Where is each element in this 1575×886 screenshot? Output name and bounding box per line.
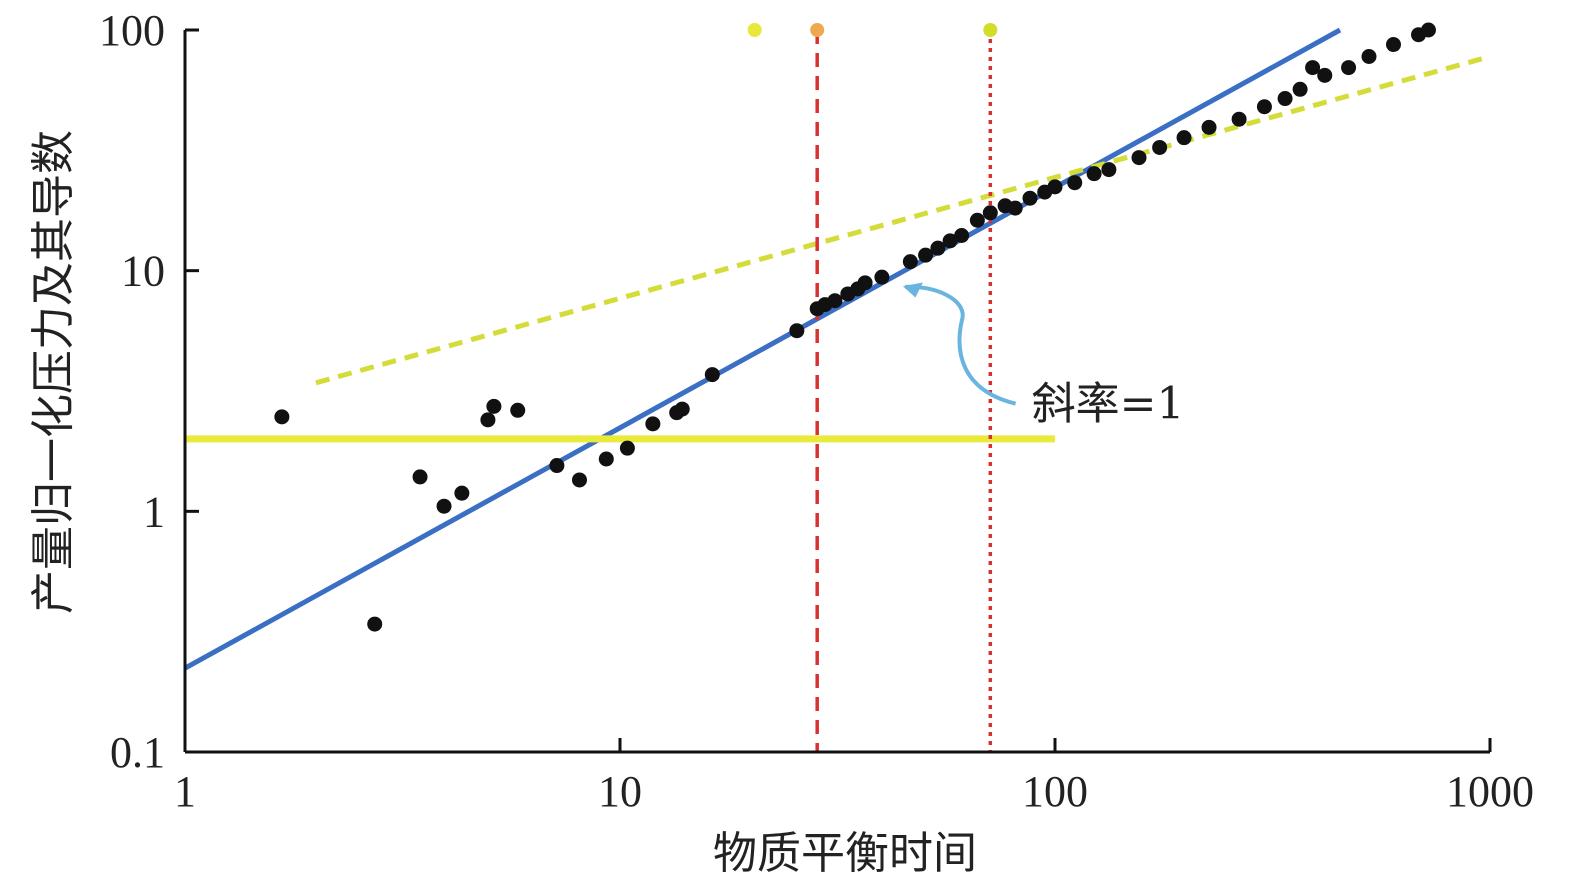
y-tick-label: 1 xyxy=(143,487,165,536)
data-point xyxy=(1067,175,1083,191)
data-point xyxy=(1201,119,1217,135)
data-point xyxy=(1317,67,1333,83)
data-point xyxy=(412,469,428,485)
data-point xyxy=(942,233,958,249)
data-point xyxy=(598,451,614,467)
data-point xyxy=(1047,179,1063,195)
series-line-2 xyxy=(315,54,1491,386)
data-point xyxy=(674,401,690,417)
data-point xyxy=(645,416,661,432)
data-point xyxy=(1361,49,1377,65)
data-point xyxy=(571,472,587,488)
x-tick-label: 1000 xyxy=(1446,767,1534,816)
data-point xyxy=(480,412,496,428)
data-point xyxy=(918,247,934,263)
data-point xyxy=(510,402,526,418)
arrowhead-icon xyxy=(902,282,923,298)
x-tick-label: 1 xyxy=(174,767,196,816)
data-point xyxy=(454,485,470,501)
data-point xyxy=(857,275,873,291)
y-axis-label: 产量归一化压力及其导数 xyxy=(28,130,79,614)
series-line-1 xyxy=(183,27,1342,671)
data-point xyxy=(436,498,452,514)
y-tick-label: 100 xyxy=(99,6,165,55)
x-tick-label: 100 xyxy=(1022,767,1088,816)
data-point xyxy=(1305,60,1321,76)
data-point xyxy=(1277,91,1293,107)
data-point xyxy=(1131,150,1147,166)
top-marker xyxy=(747,23,762,37)
data-point xyxy=(549,458,565,474)
y-tick-label: 10 xyxy=(121,247,165,296)
data-point xyxy=(1341,60,1357,76)
annotation-arrow xyxy=(904,284,1017,406)
data-point xyxy=(486,398,502,414)
data-point xyxy=(1420,22,1436,38)
data-point xyxy=(1101,162,1117,178)
data-point xyxy=(1022,190,1038,206)
y-tick-label: 0.1 xyxy=(110,728,165,777)
top-marker xyxy=(810,23,825,37)
data-point xyxy=(1292,81,1308,97)
data-point xyxy=(954,227,970,243)
data-point xyxy=(982,205,998,221)
data-point xyxy=(1176,130,1192,146)
data-point xyxy=(874,269,890,285)
top-marker xyxy=(983,23,998,37)
x-axis-label: 物质平衡时间 xyxy=(713,828,977,879)
data-point xyxy=(704,367,720,383)
data-point xyxy=(619,440,635,456)
data-point xyxy=(274,409,290,425)
data-point xyxy=(969,212,985,228)
data-point xyxy=(1385,37,1401,53)
data-point xyxy=(789,323,805,339)
slope-annotation: 斜率=1 xyxy=(1032,379,1185,430)
data-point xyxy=(1256,99,1272,115)
data-point xyxy=(902,254,918,270)
data-point xyxy=(1086,166,1102,182)
data-point xyxy=(930,240,946,256)
data-point xyxy=(1152,139,1168,155)
data-point xyxy=(1007,200,1023,216)
x-tick-label: 10 xyxy=(598,767,642,816)
data-point xyxy=(1231,111,1247,127)
data-point xyxy=(827,293,843,309)
data-point xyxy=(367,616,383,632)
